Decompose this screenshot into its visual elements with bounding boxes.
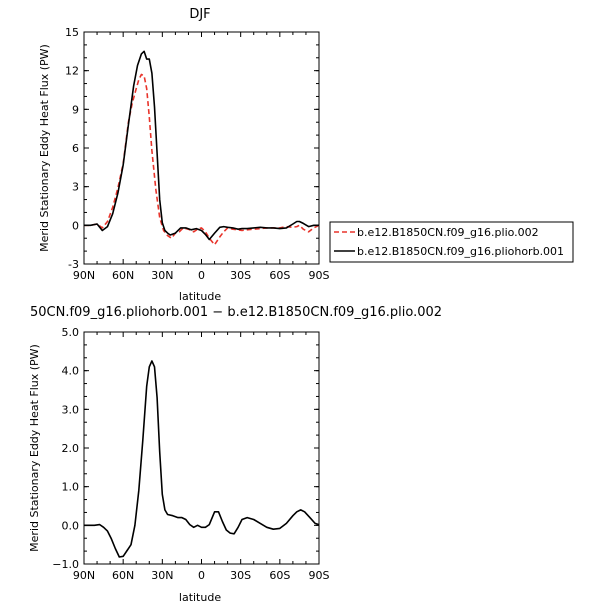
- top-y-tick-label: 6: [72, 142, 79, 155]
- top-x-tick-label: 60N: [112, 269, 134, 282]
- top-y-axis-label: Merid Stationary Eddy Heat Flux (PW): [38, 44, 51, 252]
- bottom-y-tick-label: 1.0: [62, 481, 80, 494]
- top-x-tick-label: 90S: [309, 269, 330, 282]
- top-x-tick-label: 60S: [269, 269, 290, 282]
- bottom-x-tick-label: 90N: [73, 569, 95, 582]
- bottom-y-tick-label: 0.0: [62, 519, 80, 532]
- bottom-series-line-0: [84, 360, 320, 558]
- bottom-x-tick-label: 90S: [309, 569, 330, 582]
- bottom-y-tick-label: 2.0: [62, 442, 80, 455]
- bottom-y-tick-label: 3.0: [62, 403, 80, 416]
- top-y-tick-label: 15: [65, 26, 79, 39]
- top-plot-frame: [83, 31, 320, 265]
- top-plot-area: 90N 60N 30N 0 30S 60S 90S -3 0 3 6 9 12 15: [65, 26, 330, 282]
- bottom-plot-area: 90N 60N 30N 0 30S 60S 90S −1.0 0.0 1.0 2.0 3.0 4.0 5.…: [52, 326, 329, 582]
- top-chart-title: DJF: [189, 7, 210, 22]
- bottom-x-tick-label: 60N: [112, 569, 134, 582]
- legend-box: [329, 221, 574, 263]
- top-y-tick-label: 9: [72, 103, 79, 116]
- bottom-y-axis-label: Merid Stationary Eddy Heat Flux (PW): [28, 344, 41, 552]
- bottom-x-tick-label: 0: [198, 569, 205, 582]
- bottom-x-axis-label: latitude: [179, 591, 221, 604]
- bottom-plot-frame: [83, 331, 320, 565]
- top-y-tick-label: 12: [65, 65, 79, 78]
- top-series-line-0: [84, 73, 320, 246]
- bottom-y-tick-label: 4.0: [62, 365, 80, 378]
- legend: b.e12.B1850CN.f09_g16.plio.002 b.e12.B18…: [329, 221, 574, 263]
- legend-label-plio: b.e12.B1850CN.f09_g16.plio.002: [357, 226, 539, 239]
- top-x-tick-label: 0: [198, 269, 205, 282]
- bottom-y-tick-label: 5.0: [62, 326, 80, 339]
- bottom-y-tick-label: −1.0: [52, 558, 79, 571]
- bottom-x-tick-label: 30S: [230, 569, 251, 582]
- top-y-tick-label: -3: [68, 258, 79, 271]
- top-series-line-1: [84, 50, 319, 241]
- top-x-axis-label: latitude: [179, 290, 221, 303]
- top-x-tick-label: 90N: [73, 269, 95, 282]
- legend-label-pliohorb: b.e12.B1850CN.f09_g16.pliohorb.001: [357, 245, 564, 258]
- bottom-chart-title: 50CN.f09_g16.pliohorb.001 − b.e12.B1850C…: [30, 305, 442, 320]
- top-y-tick-label: 0: [72, 219, 79, 232]
- top-x-tick-label: 30S: [230, 269, 251, 282]
- top-x-tick-label: 30N: [151, 269, 173, 282]
- bottom-x-tick-label: 30N: [151, 569, 173, 582]
- bottom-x-tick-label: 60S: [269, 569, 290, 582]
- top-y-tick-label: 3: [72, 181, 79, 194]
